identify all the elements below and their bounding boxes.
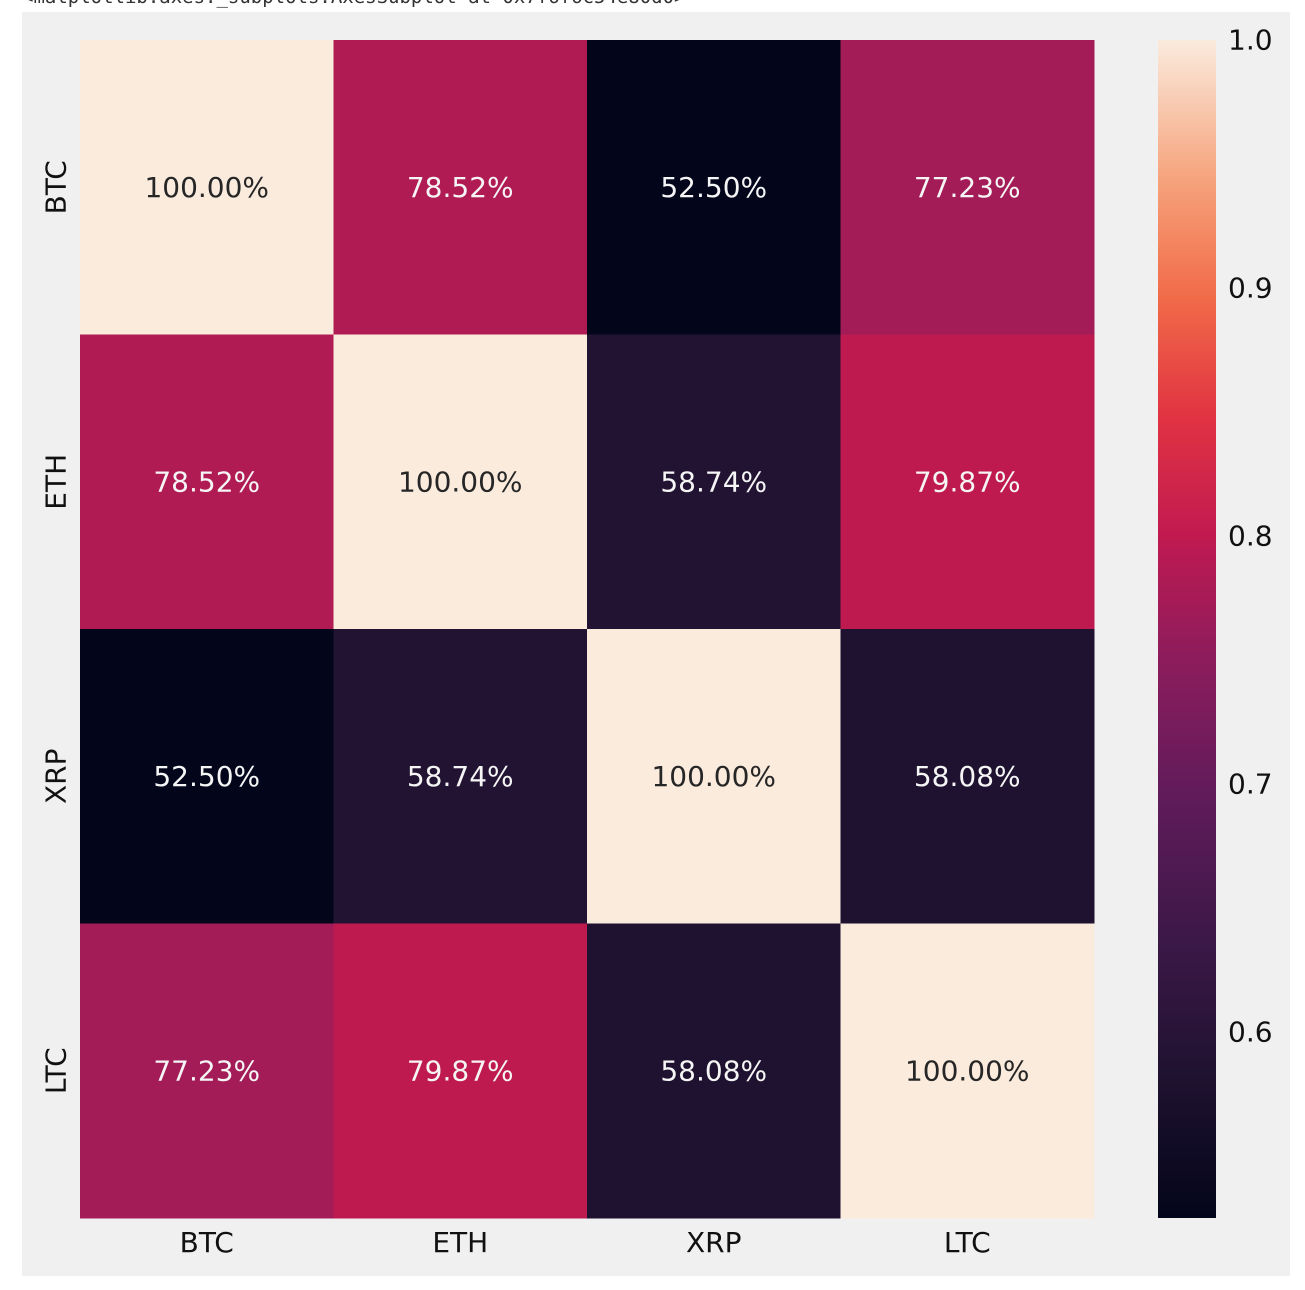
- cell-annotation: 52.50%: [153, 760, 260, 793]
- heatmap-cell-xrp-btc: [80, 629, 334, 924]
- heatmap-cell-ltc-ltc: [840, 923, 1095, 1219]
- x-tick-label-btc: BTC: [180, 1226, 234, 1259]
- heatmap-cell-ltc-xrp: [587, 923, 841, 1219]
- cell-annotation: 58.74%: [660, 465, 767, 498]
- colorbar: [1158, 40, 1216, 1218]
- x-axis-tick-labels: BTC ETH XRP LTC: [180, 1226, 991, 1259]
- heatmap-cell-eth-btc: [80, 334, 334, 630]
- colorbar-tick-0.6: 0.6: [1228, 1016, 1273, 1049]
- cell-annotation: 100.00%: [905, 1054, 1030, 1087]
- cell-annotation: 77.23%: [914, 171, 1021, 204]
- y-tick-label-eth: ETH: [40, 454, 73, 510]
- colorbar-tick-1.0: 1.0: [1228, 24, 1273, 57]
- cell-annotation: 100.00%: [144, 171, 269, 204]
- heatmap-cell-xrp-eth: [333, 629, 588, 924]
- x-tick-label-ltc: LTC: [944, 1226, 991, 1259]
- heatmap-cell-ltc-btc: [80, 923, 334, 1219]
- heatmap-cells: 100.00% 78.52% 52.50% 77.23% 78.52% 100.00% 58…: [80, 40, 1095, 1219]
- heatmap-cell-eth-eth: [333, 334, 588, 630]
- cell-annotation: 78.52%: [407, 171, 514, 204]
- x-tick-label-eth: ETH: [432, 1226, 488, 1259]
- cell-annotation: 58.08%: [914, 760, 1021, 793]
- heatmap-cell-eth-xrp: [587, 334, 841, 630]
- colorbar-tick-labels: 0.6 0.7 0.8 0.9 1.0: [1228, 24, 1273, 1049]
- cell-annotation: 79.87%: [407, 1054, 514, 1087]
- cell-annotation: 100.00%: [398, 465, 523, 498]
- heatmap-cell-btc-ltc: [840, 40, 1095, 335]
- colorbar-tick-0.9: 0.9: [1228, 272, 1273, 305]
- cell-annotation: 52.50%: [660, 171, 767, 204]
- cell-annotation: 100.00%: [651, 760, 776, 793]
- y-tick-label-btc: BTC: [40, 160, 73, 214]
- output-header-text: <matplotlib.axes._subplots.AxesSubplot a…: [22, 0, 685, 8]
- colorbar-tick-0.8: 0.8: [1228, 520, 1273, 553]
- cell-annotation: 79.87%: [914, 465, 1021, 498]
- cell-annotation: 78.52%: [153, 465, 260, 498]
- y-tick-label-xrp: XRP: [40, 748, 73, 804]
- y-axis-tick-labels: BTC ETH XRP LTC: [40, 160, 73, 1094]
- heatmap-cell-xrp-xrp: [587, 629, 841, 924]
- heatmap-cell-btc-eth: [333, 40, 588, 335]
- heatmap-cell-ltc-eth: [333, 923, 588, 1219]
- cell-annotation: 77.23%: [153, 1054, 260, 1087]
- heatmap-cell-eth-ltc: [840, 334, 1095, 630]
- cell-annotation: 58.08%: [660, 1054, 767, 1087]
- x-tick-label-xrp: XRP: [686, 1226, 742, 1259]
- heatmap-cell-btc-btc: [80, 40, 334, 335]
- cell-annotation: 58.74%: [407, 760, 514, 793]
- heatmap-cell-xrp-ltc: [840, 629, 1095, 924]
- heatmap-cell-btc-xrp: [587, 40, 841, 335]
- colorbar-tick-0.7: 0.7: [1228, 768, 1273, 801]
- y-tick-label-ltc: LTC: [40, 1047, 73, 1094]
